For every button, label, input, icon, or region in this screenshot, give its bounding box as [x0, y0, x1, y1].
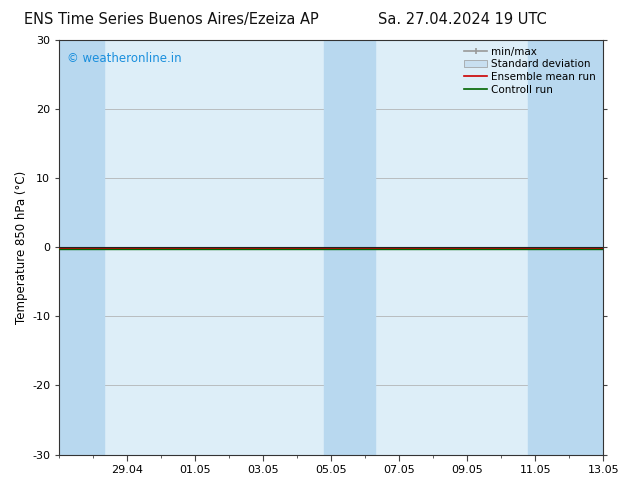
Bar	[528, 40, 603, 455]
Legend: min/max, Standard deviation, Ensemble mean run, Controll run: min/max, Standard deviation, Ensemble me…	[462, 45, 598, 97]
Text: © weatheronline.in: © weatheronline.in	[67, 52, 182, 65]
Text: ENS Time Series Buenos Aires/Ezeiza AP: ENS Time Series Buenos Aires/Ezeiza AP	[24, 12, 318, 27]
Bar	[60, 40, 103, 455]
Bar	[325, 40, 375, 455]
Y-axis label: Temperature 850 hPa (°C): Temperature 850 hPa (°C)	[15, 171, 28, 324]
Text: Sa. 27.04.2024 19 UTC: Sa. 27.04.2024 19 UTC	[378, 12, 547, 27]
